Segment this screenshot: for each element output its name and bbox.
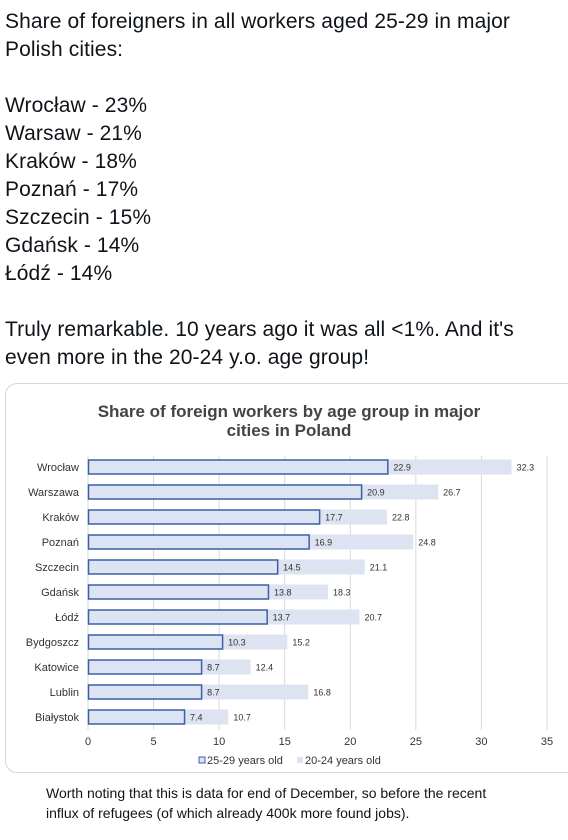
category-label: Katowice [34,662,79,674]
footnote-line: Worth noting that this is data for end o… [46,785,487,801]
data-label: 20.7 [364,613,382,623]
bar-25-29 [87,634,224,650]
category-label: Poznań [42,537,79,549]
tweet-intro-line: Share of foreigners in all workers aged … [5,10,510,33]
data-label: 15.2 [292,638,310,648]
legend-label-20-24: 20-24 years old [305,755,381,767]
x-tick-label: 10 [213,736,225,748]
bar-25-29 [87,559,279,575]
data-label: 20.9 [367,488,385,498]
tweet-outro-line: Truly remarkable. 10 years ago it was al… [5,318,514,341]
data-label: 18.3 [333,588,351,598]
tweet-list-item: Wrocław - 23% [5,94,148,117]
legend: 25-29 years old 20-24 years old [198,755,381,767]
bar-25-29 [87,659,203,675]
chart-title: Share of foreign workers by age group in… [98,402,481,421]
x-tick-label: 0 [85,736,91,748]
data-label: 10.3 [228,638,246,648]
bar-25-29 [87,459,389,475]
data-label: 7.4 [190,713,203,723]
data-label: 12.4 [256,663,274,673]
legend-label-25-29: 25-29 years old [207,755,283,767]
bar-25-29 [87,709,186,725]
chart-image-card[interactable]: Share of foreign workers by age group in… [5,383,568,773]
category-label: Wrocław [37,462,79,474]
bar-25-29 [87,609,268,625]
data-label: 24.8 [418,538,436,548]
legend-swatch-25-29 [198,756,206,764]
data-label: 22.8 [392,513,410,523]
bar-chart: Share of foreign workers by age group in… [26,402,553,767]
tweet-list-item: Gdańsk - 14% [5,234,140,257]
tweet-list-item: Łódź - 14% [5,262,113,285]
x-tick-label: 25 [410,736,422,748]
x-tick-labels: 0 5 10 15 20 25 30 35 [85,736,553,748]
data-label: 8.7 [207,663,220,673]
category-label: Łódź [55,612,79,624]
category-label: Szczecin [35,562,79,574]
category-label: Warszawa [28,487,80,499]
data-label: 14.5 [283,563,301,573]
data-label: 17.7 [325,513,343,523]
data-label: 16.9 [315,538,333,548]
bar-25-29 [87,684,203,700]
data-labels: 22.9 32.3 20.9 26.7 17.7 22.8 16.9 24.8 14.5 21.1… [190,463,534,723]
data-label: 32.3 [517,463,535,473]
bar-25-29 [87,584,270,600]
legend-swatch-20-24 [297,757,303,763]
bar-25-29 [87,509,321,525]
bars [87,459,512,725]
data-label: 26.7 [443,488,461,498]
category-label: Kraków [42,512,79,524]
tweet-list-item: Szczecin - 15% [5,206,152,229]
data-label: 13.8 [274,588,292,598]
tweet-list-item: Kraków - 18% [5,150,137,173]
category-label: Lublin [50,687,79,699]
data-label: 21.1 [370,563,388,573]
data-label: 13.7 [273,613,291,623]
category-labels: Wrocław Warszawa Kraków Poznań Szczecin Gdańs… [26,462,80,724]
data-label: 22.9 [393,463,411,473]
category-label: Gdańsk [41,587,79,599]
footnote: Worth noting that this is data for end o… [46,783,546,823]
category-label: Białystok [35,712,80,724]
bar-25-29 [87,534,310,550]
bar-25-29 [87,484,363,500]
x-tick-label: 30 [475,736,487,748]
x-tick-label: 35 [541,736,553,748]
tweet-list-item: Warsaw - 21% [5,122,142,145]
x-tick-label: 20 [344,736,356,748]
footnote-line-2: influx of refugees (of which already 400… [46,805,410,821]
tweet-text: Share of foreigners in all workers aged … [5,8,565,372]
data-label: 16.8 [313,688,331,698]
chart-title-line-2: cities in Poland [227,421,352,440]
category-label: Bydgoszcz [26,637,79,649]
data-label: 10.7 [233,713,251,723]
tweet-intro-line-2: Polish cities: [5,38,124,61]
tweet-outro-line-2: even more in the 20-24 y.o. age group! [5,346,370,369]
tweet-list-item: Poznań - 17% [5,178,139,201]
data-label: 8.7 [207,688,220,698]
x-tick-label: 15 [279,736,291,748]
x-tick-label: 5 [151,736,157,748]
